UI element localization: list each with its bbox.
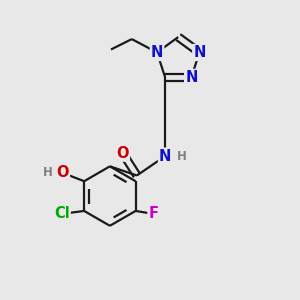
Text: Cl: Cl [54, 206, 70, 221]
Text: N: N [151, 45, 163, 60]
Text: H: H [176, 150, 186, 163]
Text: O: O [56, 165, 69, 180]
Text: F: F [148, 206, 158, 221]
Text: N: N [193, 45, 206, 60]
Text: N: N [159, 148, 171, 164]
Text: O: O [116, 146, 129, 161]
Text: H: H [43, 167, 53, 179]
Text: N: N [185, 70, 197, 85]
